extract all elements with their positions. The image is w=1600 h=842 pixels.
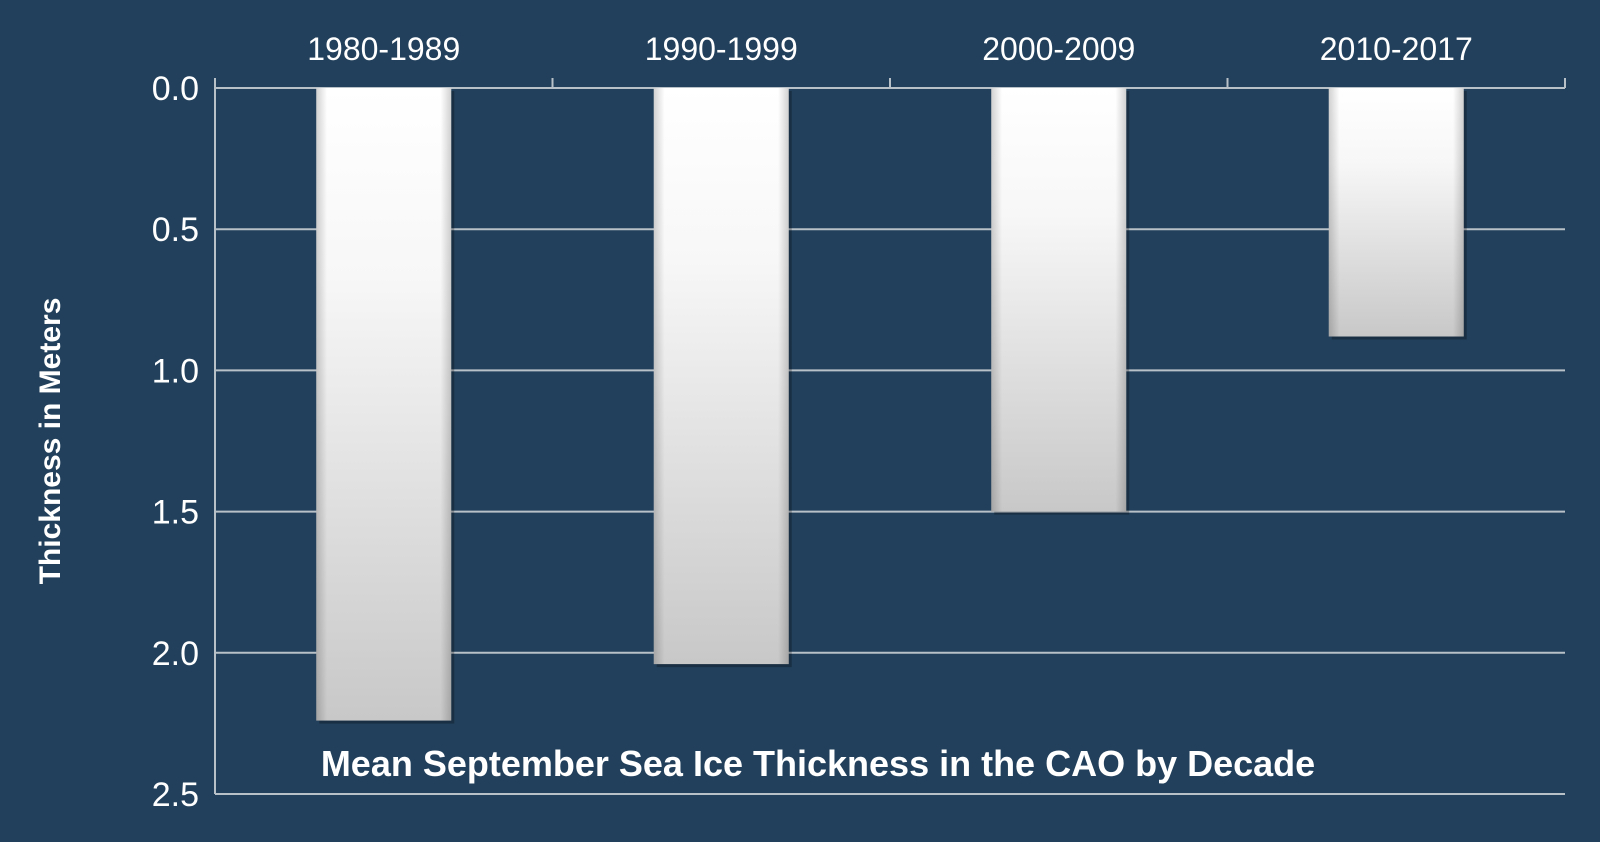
bar-group — [316, 88, 455, 724]
bar-edge-shade — [653, 88, 789, 665]
bar-group — [653, 88, 792, 668]
bar-group — [1328, 88, 1467, 340]
y-axis-title: Thickness in Meters — [34, 298, 67, 585]
x-category-label: 1980-1989 — [307, 31, 460, 67]
y-tick-label: 2.0 — [152, 635, 199, 673]
axes — [214, 78, 1566, 794]
bar-group — [991, 88, 1130, 515]
labels: 0.0 0.5 1.0 1.5 2.0 2.5 1980-1989 1990-1999 2000… — [152, 31, 1473, 814]
x-category-label: 2010-2017 — [1320, 31, 1473, 67]
y-tick-label: 2.5 — [152, 776, 199, 814]
chart-title: Mean September Sea Ice Thickness in the … — [321, 743, 1315, 784]
bar-edge-shade — [316, 88, 452, 721]
y-tick-label: 1.0 — [152, 352, 199, 390]
y-tick-label: 0.0 — [152, 70, 199, 108]
bar-edge-shade — [1328, 88, 1464, 337]
x-category-label: 1990-1999 — [645, 31, 798, 67]
bars — [316, 88, 1467, 724]
y-tick-label: 0.5 — [152, 211, 199, 249]
x-category-label: 2000-2009 — [982, 31, 1135, 67]
bar-edge-shade — [991, 88, 1127, 512]
y-tick-label: 1.5 — [152, 494, 199, 532]
